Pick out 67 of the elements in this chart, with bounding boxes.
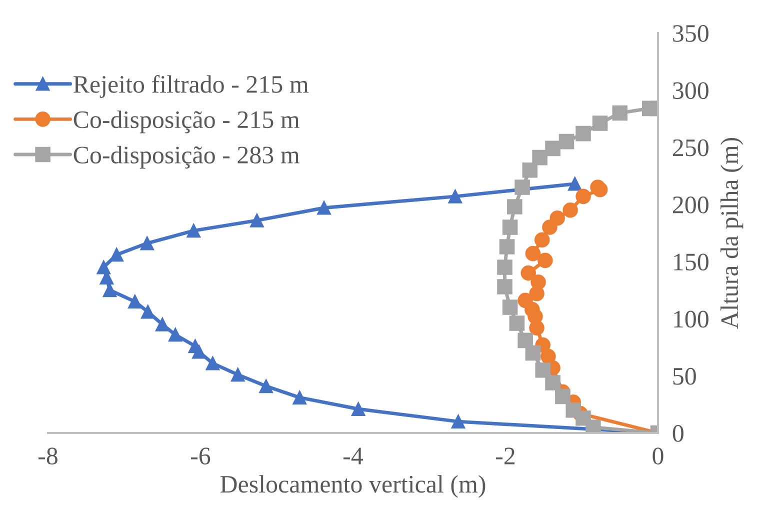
point bbox=[566, 402, 581, 418]
point bbox=[550, 210, 565, 226]
x-tick-label: 0 bbox=[652, 448, 664, 464]
point bbox=[259, 379, 274, 394]
point bbox=[612, 105, 628, 121]
point bbox=[230, 368, 245, 382]
x-tick-label: -4 bbox=[344, 448, 364, 464]
point bbox=[110, 248, 124, 262]
point bbox=[520, 265, 536, 281]
point bbox=[292, 390, 307, 405]
y-tick-label: 100 bbox=[674, 310, 708, 328]
y-tick-label: 200 bbox=[672, 196, 708, 214]
point bbox=[545, 375, 560, 390]
x-axis-title: Deslocamento vertical (m) bbox=[220, 475, 486, 498]
point bbox=[499, 239, 515, 254]
point bbox=[451, 414, 466, 429]
point bbox=[576, 126, 591, 142]
point bbox=[525, 246, 541, 262]
point bbox=[128, 294, 142, 309]
y-tick-label: 0 bbox=[672, 425, 684, 442]
legend-label: Co-disposição - 215 m bbox=[74, 110, 300, 134]
legend-label: Co-disposição - 283 m bbox=[74, 146, 300, 169]
point bbox=[509, 316, 525, 331]
point bbox=[535, 362, 550, 378]
point bbox=[502, 220, 518, 235]
x-tick-label: -6 bbox=[191, 448, 210, 464]
point bbox=[514, 180, 530, 195]
legend-label: Rejeito filtrado - 215 m bbox=[74, 75, 308, 98]
point bbox=[497, 260, 512, 275]
point bbox=[155, 317, 170, 332]
point bbox=[102, 283, 117, 298]
point bbox=[448, 189, 462, 204]
point bbox=[351, 402, 366, 416]
y-tick-label: 50 bbox=[673, 368, 696, 385]
point bbox=[555, 388, 570, 404]
x-tick-label: -8 bbox=[38, 448, 58, 464]
point bbox=[96, 260, 111, 274]
point bbox=[592, 116, 608, 131]
point bbox=[206, 356, 220, 370]
y-axis-title: Altura da pilha (m) bbox=[720, 138, 744, 329]
point bbox=[522, 162, 538, 178]
point bbox=[576, 188, 591, 204]
point bbox=[317, 200, 331, 215]
point bbox=[168, 328, 182, 342]
point bbox=[542, 220, 558, 235]
point bbox=[497, 279, 512, 294]
point bbox=[140, 236, 154, 250]
y-tick-label: 350 bbox=[673, 25, 708, 42]
point bbox=[558, 134, 574, 150]
x-tick-label: -2 bbox=[496, 448, 515, 464]
y-tick-label: 150 bbox=[674, 254, 708, 270]
point bbox=[186, 224, 201, 238]
point bbox=[518, 292, 533, 308]
point bbox=[140, 304, 155, 319]
y-tick-label: 250 bbox=[672, 139, 708, 156]
point bbox=[534, 232, 550, 248]
point bbox=[507, 199, 522, 214]
point bbox=[545, 140, 560, 156]
point bbox=[530, 274, 546, 290]
point bbox=[518, 332, 533, 348]
point bbox=[532, 150, 548, 166]
point bbox=[568, 176, 582, 191]
point bbox=[250, 213, 264, 228]
point bbox=[502, 300, 518, 315]
point bbox=[538, 252, 553, 268]
point bbox=[562, 202, 578, 218]
y-tick-label: 300 bbox=[673, 82, 708, 100]
